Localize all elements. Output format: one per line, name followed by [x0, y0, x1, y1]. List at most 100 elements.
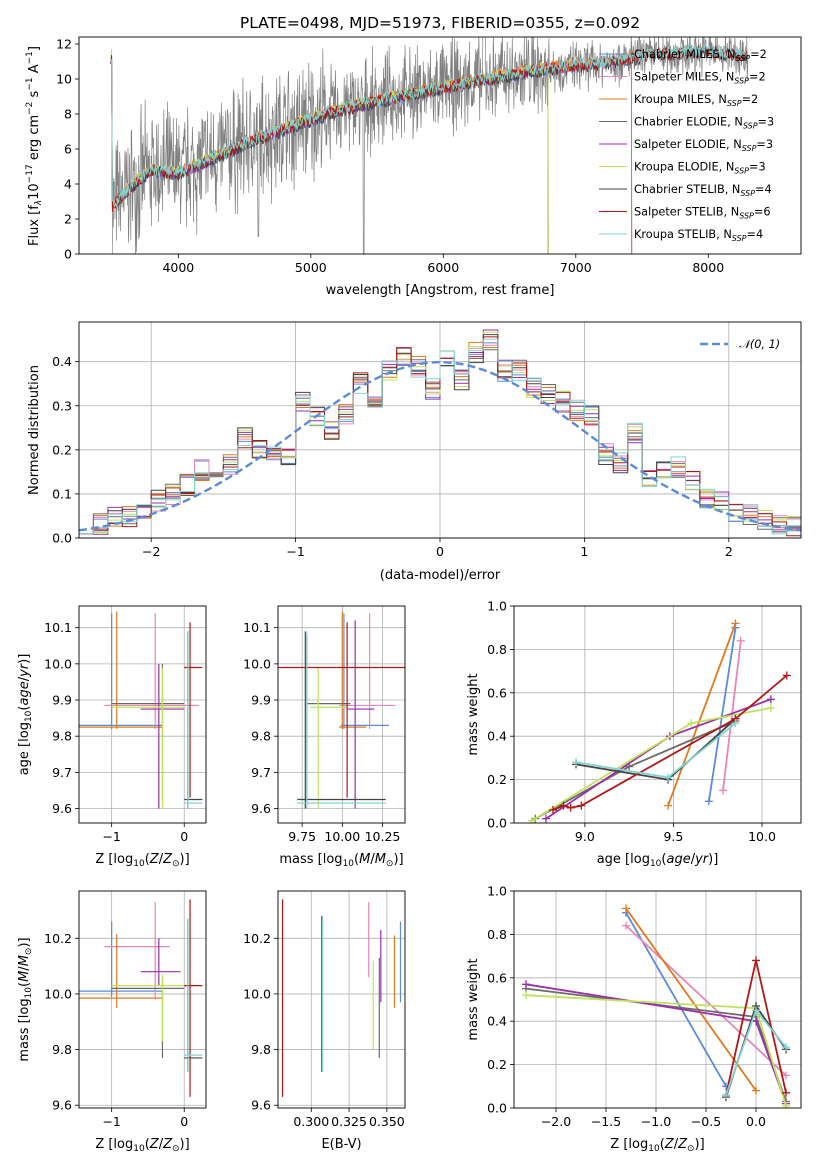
y-tick-label: 2	[64, 212, 72, 227]
weight-marker	[719, 786, 728, 795]
x-tick-label: 0.325	[331, 1114, 367, 1129]
y-tick-label: 0.0	[52, 531, 72, 546]
legend-label: Chabrier STELIB, NSSP=4	[634, 183, 772, 198]
observed-spectrum-line	[111, 37, 749, 254]
weight-marker	[548, 805, 557, 814]
x-axis-label: (data-model)/error	[380, 568, 501, 583]
y-tick-label: 10	[56, 72, 72, 87]
x-axis-label: mass [log10(M/M⊙)]	[279, 852, 403, 869]
x-tick-label: −2	[142, 544, 160, 559]
y-tick-label: 0.4	[487, 729, 507, 744]
legend-label: Salpeter ELODIE, NSSP=3	[634, 138, 773, 153]
x-axis-label: Z [log10(Z/Z⊙)]	[95, 1137, 189, 1154]
plot-area	[527, 619, 791, 823]
x-tick-label: 0.350	[369, 1114, 405, 1129]
y-tick-label: 0.4	[52, 354, 72, 369]
y-tick-label: 1.0	[487, 884, 507, 899]
x-tick-label: 0	[436, 544, 444, 559]
y-tick-label: 0	[64, 247, 72, 262]
y-tick-label: 10.1	[243, 620, 271, 635]
weight-marker	[559, 801, 568, 810]
legend-label: 𝒩(0, 1)	[739, 338, 780, 351]
weight-line	[667, 623, 737, 806]
plot-area	[79, 899, 203, 1097]
x-tick-label: 8000	[692, 260, 724, 275]
x-tick-label: −1	[286, 544, 304, 559]
y-tick-label: 0.1	[52, 486, 72, 501]
x-tick-label: 10.25	[365, 829, 401, 844]
x-tick-label: −1.0	[641, 1114, 671, 1129]
x-tick-label: 9.5	[663, 829, 683, 844]
normal-distribution-curve	[79, 360, 801, 532]
age-vs-mass-panel: 9.75 10.00 10.25 9.6 9.7 9.8 9.9 10.0 10.1 mass […	[243, 605, 406, 869]
y-axis-label: mass weight	[466, 673, 481, 755]
weight-marker	[731, 619, 740, 628]
mass-vs-extinction-panel: 0.300 0.325 0.350 9.6 9.8 10.0 10.2 E(B-V)	[243, 890, 406, 1152]
y-axis-label: mass weight	[466, 958, 481, 1040]
y-tick-label: 0.8	[487, 927, 507, 942]
y-axis-label: Normed distribution	[27, 365, 42, 495]
residuals-panel: −2 −1 0 1 2 0.0 0.1 0.2 0.3 0.4 𝒩(0, 1) (data-model…	[27, 321, 802, 583]
model-line-chabrier-miles	[114, 54, 633, 254]
weight-marker	[577, 801, 586, 810]
x-tick-label: 9.0	[575, 829, 595, 844]
x-axis-label: wavelength [Angstrom, rest frame]	[326, 283, 555, 298]
y-tick-label: 10.2	[243, 931, 271, 946]
y-tick-label: 10.0	[243, 656, 271, 671]
y-tick-label: 8	[64, 107, 72, 122]
y-tick-label: 9.7	[251, 765, 271, 780]
axes-frame	[277, 605, 406, 824]
legend-label: Salpeter MILES, NSSP=2	[634, 71, 766, 86]
x-tick-label: 0.0	[746, 1114, 766, 1129]
x-tick-label: 1	[580, 544, 588, 559]
weight-marker	[522, 991, 530, 1000]
y-tick-label: 10.0	[44, 986, 72, 1001]
y-tick-label: 0.2	[487, 772, 507, 787]
y-tick-label: 9.6	[52, 801, 72, 816]
axes-frame	[78, 36, 802, 255]
model-line-kroupa-stelib	[110, 43, 748, 208]
weight-marker	[541, 814, 550, 823]
weight-marker	[782, 1088, 790, 1097]
x-tick-label: 4000	[162, 260, 194, 275]
y-tick-label: 10.0	[243, 986, 271, 1001]
legend-label: Chabrier ELODIE, NSSP=3	[634, 116, 774, 131]
mass-vs-metallicity-panel: −1 0 9.6 9.8 10.0 10.2 Z [log10(Z/Z⊙)] mass [lo…	[17, 890, 207, 1154]
x-tick-label: −1	[102, 1114, 120, 1129]
x-tick-label: 10.00	[324, 829, 360, 844]
y-tick-label: 9.9	[52, 693, 72, 708]
weight-marker	[736, 636, 745, 645]
weight-marker	[572, 758, 581, 767]
y-tick-label: 9.6	[52, 1098, 72, 1113]
x-tick-label: 10.0	[748, 829, 776, 844]
plot-area	[281, 899, 402, 1097]
weight-marker	[687, 719, 696, 728]
x-tick-label: 6000	[427, 260, 459, 275]
model-line-salpeter-stelib	[110, 45, 748, 212]
y-tick-label: 4	[64, 177, 72, 192]
weight-marker	[527, 816, 536, 823]
weight-line	[625, 925, 787, 1077]
x-tick-label: 2	[725, 544, 733, 559]
y-tick-label: 9.8	[52, 729, 72, 744]
x-tick-label: −1	[102, 829, 120, 844]
axes-frame	[513, 605, 802, 824]
figure-title: PLATE=0498, MJD=51973, FIBERID=0355, z=0…	[240, 14, 640, 32]
plot-area	[278, 611, 405, 809]
x-tick-label: −1.5	[591, 1114, 621, 1129]
weight-marker	[722, 1090, 730, 1099]
x-tick-label: −2.0	[541, 1114, 571, 1129]
y-tick-label: 0.6	[487, 970, 507, 985]
legend-label: Kroupa STELIB, NSSP=4	[634, 228, 763, 243]
weight-marker	[752, 1017, 760, 1026]
weight-marker	[622, 904, 630, 913]
legend-label: Chabrier MILES, NSSP=2	[634, 48, 767, 63]
y-tick-label: 0.2	[52, 442, 72, 457]
weight-marker	[752, 956, 760, 965]
weight-marker	[664, 801, 673, 810]
weight-marker	[752, 1006, 760, 1015]
weight-vs-metallicity-panel: −2.0 −1.5 −1.0 −0.5 0.0 0.0 0.2 0.4 0.6 0.8 1.0 Z […	[466, 884, 802, 1154]
weight-marker	[704, 797, 713, 806]
y-tick-label: 0.4	[487, 1014, 507, 1029]
weight-marker	[731, 719, 740, 728]
